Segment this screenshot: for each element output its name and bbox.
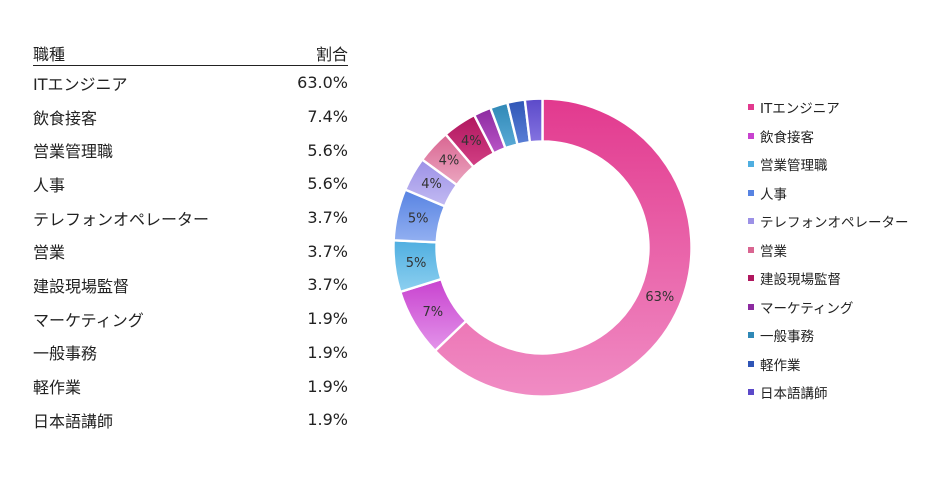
legend-swatch (748, 189, 754, 196)
legend-item: マーケティング (748, 293, 923, 322)
legend-label: 軽作業 (760, 357, 801, 374)
ratio-cell: 1.9% (307, 342, 348, 362)
table-row: 営業 3.7% (33, 234, 348, 268)
table-row: 軽作業 1.9% (33, 369, 348, 403)
legend-label: 日本語講師 (760, 386, 828, 403)
ratio-cell: 7.4% (307, 107, 348, 127)
occupation-cell: 建設現場監督 (33, 276, 130, 296)
legend-item: 営業 (748, 236, 923, 265)
legend-label: 一般事務 (760, 329, 814, 346)
legend-item: 軽作業 (748, 350, 923, 379)
table-body: ITエンジニア 63.0% 飲食接客 7.4% 営業管理職 5.6% 人事 5.6% テレフォン… (33, 66, 348, 437)
ratio-cell: 3.7% (307, 241, 348, 261)
legend-item: ITエンジニア (748, 93, 923, 122)
legend-item: 人事 (748, 179, 923, 208)
occupation-cell: 軽作業 (33, 378, 82, 398)
donut-chart: 63%7%5%5%4%4%4% (392, 97, 693, 398)
table-row: ITエンジニア 63.0% (33, 66, 348, 100)
occupation-table: 職種 割合 ITエンジニア 63.0% 飲食接客 7.4% 営業管理職 5.6% 人事 5.6… (33, 34, 348, 437)
slices-group (392, 97, 693, 398)
legend-label: テレフォンオペレーター (760, 215, 909, 232)
ratio-cell: 5.6% (307, 174, 348, 194)
legend-item: 一般事務 (748, 321, 923, 350)
slice-label: 5% (408, 212, 429, 227)
table-row: 建設現場監督 3.7% (33, 268, 348, 302)
table-row: 一般事務 1.9% (33, 336, 348, 370)
slice-label: 4% (439, 153, 460, 168)
legend-swatch (748, 246, 754, 253)
ratio-cell: 3.7% (307, 275, 348, 295)
legend-swatch (748, 218, 754, 225)
legend-label: 建設現場監督 (760, 272, 841, 289)
legend-label: 人事 (760, 186, 787, 203)
legend-label: 飲食接客 (760, 129, 814, 146)
ratio-cell: 63.0% (297, 73, 348, 93)
occupation-cell: 一般事務 (33, 344, 98, 364)
legend-item: 飲食接客 (748, 122, 923, 151)
slice-label: 4% (461, 134, 482, 149)
occupation-cell: ITエンジニア (33, 74, 128, 94)
legend-swatch (748, 161, 754, 168)
occupation-cell: 飲食接客 (33, 108, 98, 128)
legend-item: テレフォンオペレーター (748, 207, 923, 236)
table-row: マーケティング 1.9% (33, 302, 348, 336)
legend-item: 営業管理職 (748, 150, 923, 179)
table-row: 人事 5.6% (33, 167, 348, 201)
legend-label: ITエンジニア (760, 101, 840, 118)
occupation-cell: テレフォンオペレーター (33, 209, 210, 229)
ratio-cell: 1.9% (307, 376, 348, 396)
legend-swatch (748, 360, 754, 367)
legend-item: 日本語講師 (748, 378, 923, 407)
ratio-cell: 1.9% (307, 309, 348, 329)
donut-slice (433, 97, 693, 398)
slice-label: 7% (422, 305, 443, 320)
legend-swatch (748, 303, 754, 310)
legend-label: 営業 (760, 243, 787, 260)
legend-label: 営業管理職 (760, 158, 828, 175)
table-row: 営業管理職 5.6% (33, 133, 348, 167)
slice-label: 5% (406, 256, 427, 271)
header-occupation: 職種 (33, 45, 66, 64)
slice-label: 63% (645, 290, 674, 305)
table-header: 職種 割合 (33, 34, 348, 66)
legend-swatch (748, 389, 754, 396)
legend-label: マーケティング (760, 300, 854, 317)
ratio-cell: 5.6% (307, 140, 348, 160)
slice-label: 4% (421, 177, 442, 192)
legend-swatch (748, 132, 754, 139)
chart-legend: ITエンジニア 飲食接客営業管理職人事テレフォンオペレーター 営業建設現場監督 マーケ… (748, 93, 923, 407)
ratio-cell: 1.9% (307, 410, 348, 430)
legend-item: 建設現場監督 (748, 264, 923, 293)
donut-slice (523, 97, 544, 144)
table-row: 日本語講師 1.9% (33, 403, 348, 437)
legend-swatch (748, 275, 754, 282)
header-ratio: 割合 (315, 45, 348, 64)
occupation-cell: 人事 (33, 175, 66, 195)
table-row: 飲食接客 7.4% (33, 100, 348, 134)
occupation-cell: マーケティング (33, 310, 144, 330)
occupation-cell: 営業 (33, 243, 66, 263)
legend-swatch (748, 104, 754, 111)
legend-swatch (748, 332, 754, 339)
slice-labels-group: 63%7%5%5%4%4%4% (406, 134, 675, 320)
occupation-cell: 営業管理職 (33, 142, 114, 162)
occupation-cell: 日本語講師 (33, 411, 114, 431)
table-row: テレフォンオペレーター 3.7% (33, 201, 348, 235)
ratio-cell: 3.7% (307, 208, 348, 228)
